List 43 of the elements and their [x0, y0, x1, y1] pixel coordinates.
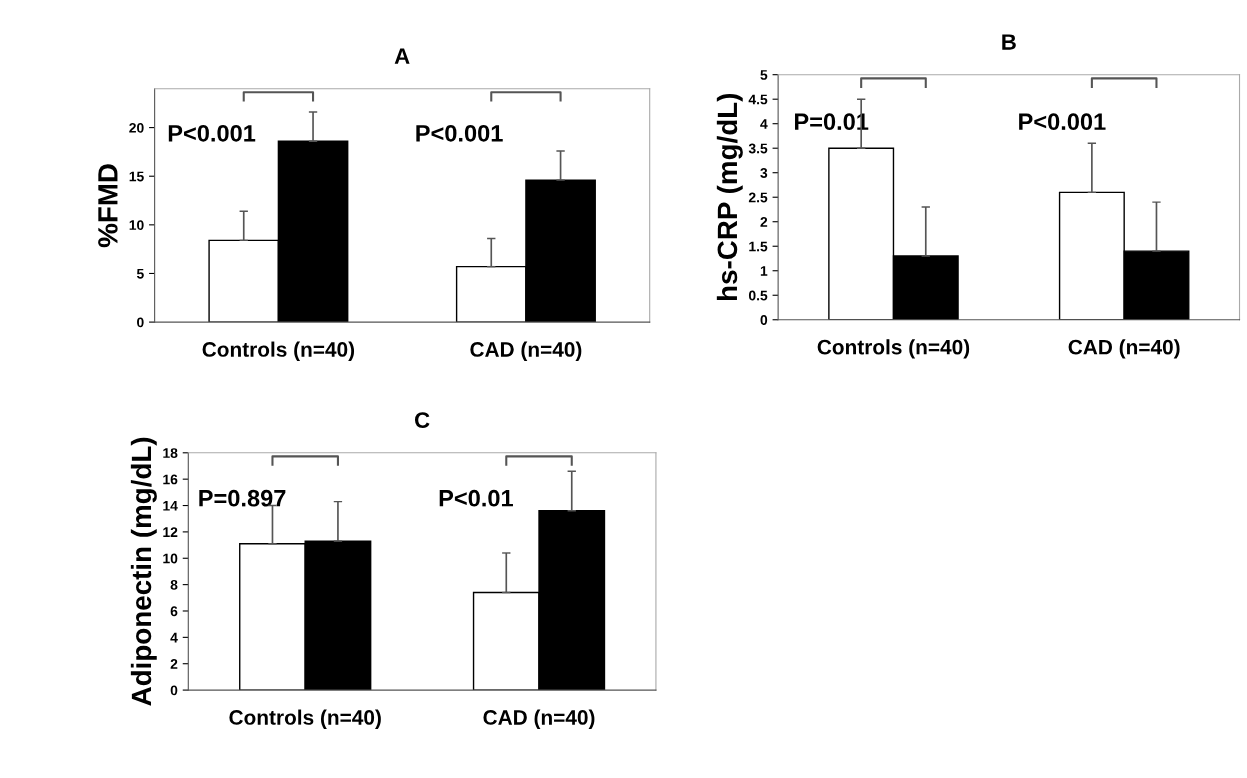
y-tick-label: 3.5 — [748, 143, 768, 154]
y-tick-label: 2 — [760, 217, 768, 227]
y-tick-label: 2 — [170, 659, 178, 669]
y-axis-title: hs-CRP (mg/dL) — [716, 93, 743, 300]
annotation: P<0.001 — [416, 124, 503, 142]
x-tick-label: CAD (n=40) — [483, 709, 595, 729]
y-tick-label: 2.5 — [748, 192, 768, 203]
y-tick-label: 18 — [163, 448, 178, 458]
y-tick-label: 4 — [760, 119, 768, 129]
y-tick-label: 10 — [129, 220, 144, 231]
x-tick-label: CAD (n=40) — [1068, 339, 1180, 359]
y-tick-label: 16 — [163, 474, 178, 485]
y-tick-label: 1.5 — [749, 241, 768, 252]
x-tick-label: Controls (n=40) — [202, 341, 355, 361]
y-tick-label: 10 — [163, 553, 178, 564]
y-tick-label: 12 — [163, 527, 178, 537]
y-tick-label: 0.5 — [748, 290, 768, 301]
y-tick-label: 0 — [170, 685, 178, 696]
y-tick-label: 1 — [760, 266, 768, 276]
y-tick-label: 20 — [129, 122, 144, 133]
annotation: P=0.897 — [199, 489, 286, 507]
chart-title: A — [394, 48, 410, 64]
y-tick-label: 0 — [760, 315, 768, 325]
y-tick-label: 14 — [163, 501, 178, 511]
x-tick-label: Controls (n=40) — [229, 709, 381, 729]
annotation: P<0.01 — [439, 489, 513, 507]
y-tick-label: 4.5 — [748, 94, 768, 105]
y-tick-label: 3 — [760, 168, 768, 178]
annotation: P<0.001 — [1019, 113, 1106, 131]
y-tick-label: 8 — [170, 579, 178, 590]
chart-title: C — [415, 412, 430, 429]
y-tick-label: 4 — [170, 632, 178, 643]
y-tick-label: 5 — [136, 268, 144, 279]
y-tick-label: 0 — [137, 317, 144, 328]
x-tick-label: CAD (n=40) — [470, 341, 582, 361]
annotation: P<0.001 — [168, 124, 256, 142]
chart-title: B — [1002, 34, 1016, 50]
y-tick-label: 6 — [170, 606, 178, 617]
x-tick-label: Controls (n=40) — [817, 339, 970, 359]
y-axis-title: Adiponectin (mg/dL) — [130, 437, 157, 706]
y-tick-label: 15 — [129, 171, 144, 182]
y-axis-title: %FMD — [98, 164, 118, 248]
y-tick-label: 5 — [760, 70, 768, 80]
